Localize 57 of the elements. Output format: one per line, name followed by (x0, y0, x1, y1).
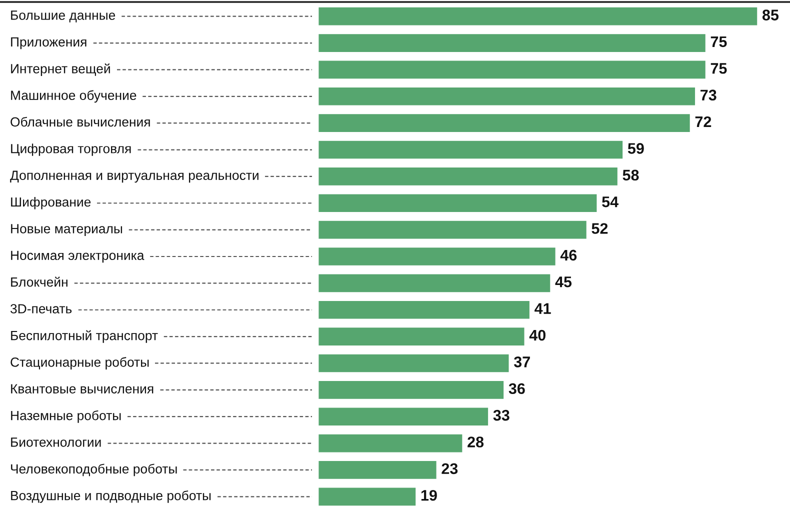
y-tick-label: Цифровая торговля (11, 144, 131, 156)
y-tick-label: Носимая электроника (11, 250, 144, 263)
y-tick-label: Блокчейн (11, 276, 68, 287)
y-tick-label: Дополненная и виртуальная реальности (10, 170, 258, 183)
y-tick-label: Машинное обучение (11, 90, 136, 103)
data-label: 33 (493, 410, 510, 421)
y-tick-label: Биотехнологии (11, 438, 101, 447)
bar (318, 59, 707, 80)
bar (318, 380, 505, 400)
bar (318, 86, 696, 107)
bar (318, 460, 438, 480)
data-label: 72 (695, 116, 712, 128)
bar (318, 192, 598, 214)
y-tick-label: Интернет вещей (11, 63, 110, 76)
y-tick-label: Человекоподобные роботы (11, 464, 177, 476)
bar (318, 220, 588, 240)
data-label: 40 (529, 330, 546, 341)
data-label: 19 (421, 490, 437, 501)
y-tick-label: Беспилотный транспорт (11, 330, 158, 343)
y-tick-label: Облачные вычисления (10, 116, 150, 127)
bar (318, 32, 707, 54)
data-label: 37 (514, 356, 530, 368)
y-tick-label: Стационарные роботы (10, 357, 149, 370)
data-label: 41 (534, 303, 551, 314)
y-tick-label: Приложения (11, 37, 86, 50)
data-label: 23 (442, 463, 458, 474)
bar (318, 272, 552, 294)
data-label: 85 (762, 10, 779, 20)
y-tick-label: Квантовые вычисления (11, 384, 154, 394)
data-label: 52 (592, 223, 608, 234)
data-label: 46 (560, 250, 577, 261)
data-label: 75 (710, 63, 727, 74)
y-tick-label: Воздушные и подводные роботы (11, 490, 211, 503)
bar (318, 139, 624, 160)
bar (318, 326, 526, 347)
bar (318, 246, 557, 267)
data-label: 36 (508, 383, 525, 394)
y-tick-label: Новые материалы (11, 224, 122, 236)
data-label: 75 (710, 36, 727, 48)
bar (318, 112, 692, 134)
bar (318, 6, 759, 27)
bar (318, 352, 510, 374)
y-tick-label: 3D-печать (10, 304, 72, 314)
bar (318, 300, 531, 320)
data-label: 54 (602, 196, 618, 208)
bar (318, 166, 619, 187)
data-label: 58 (622, 170, 639, 181)
bar (318, 432, 464, 454)
bar (318, 486, 418, 507)
y-tick-label: Шифрование (11, 196, 91, 210)
bar (318, 406, 490, 427)
y-tick-label: Большие данные (11, 10, 116, 22)
y-tick-label: Наземные роботы (11, 410, 121, 423)
data-label: 73 (700, 90, 716, 101)
data-label: 28 (468, 436, 484, 448)
data-label: 45 (555, 276, 572, 288)
data-label: 59 (628, 143, 644, 154)
